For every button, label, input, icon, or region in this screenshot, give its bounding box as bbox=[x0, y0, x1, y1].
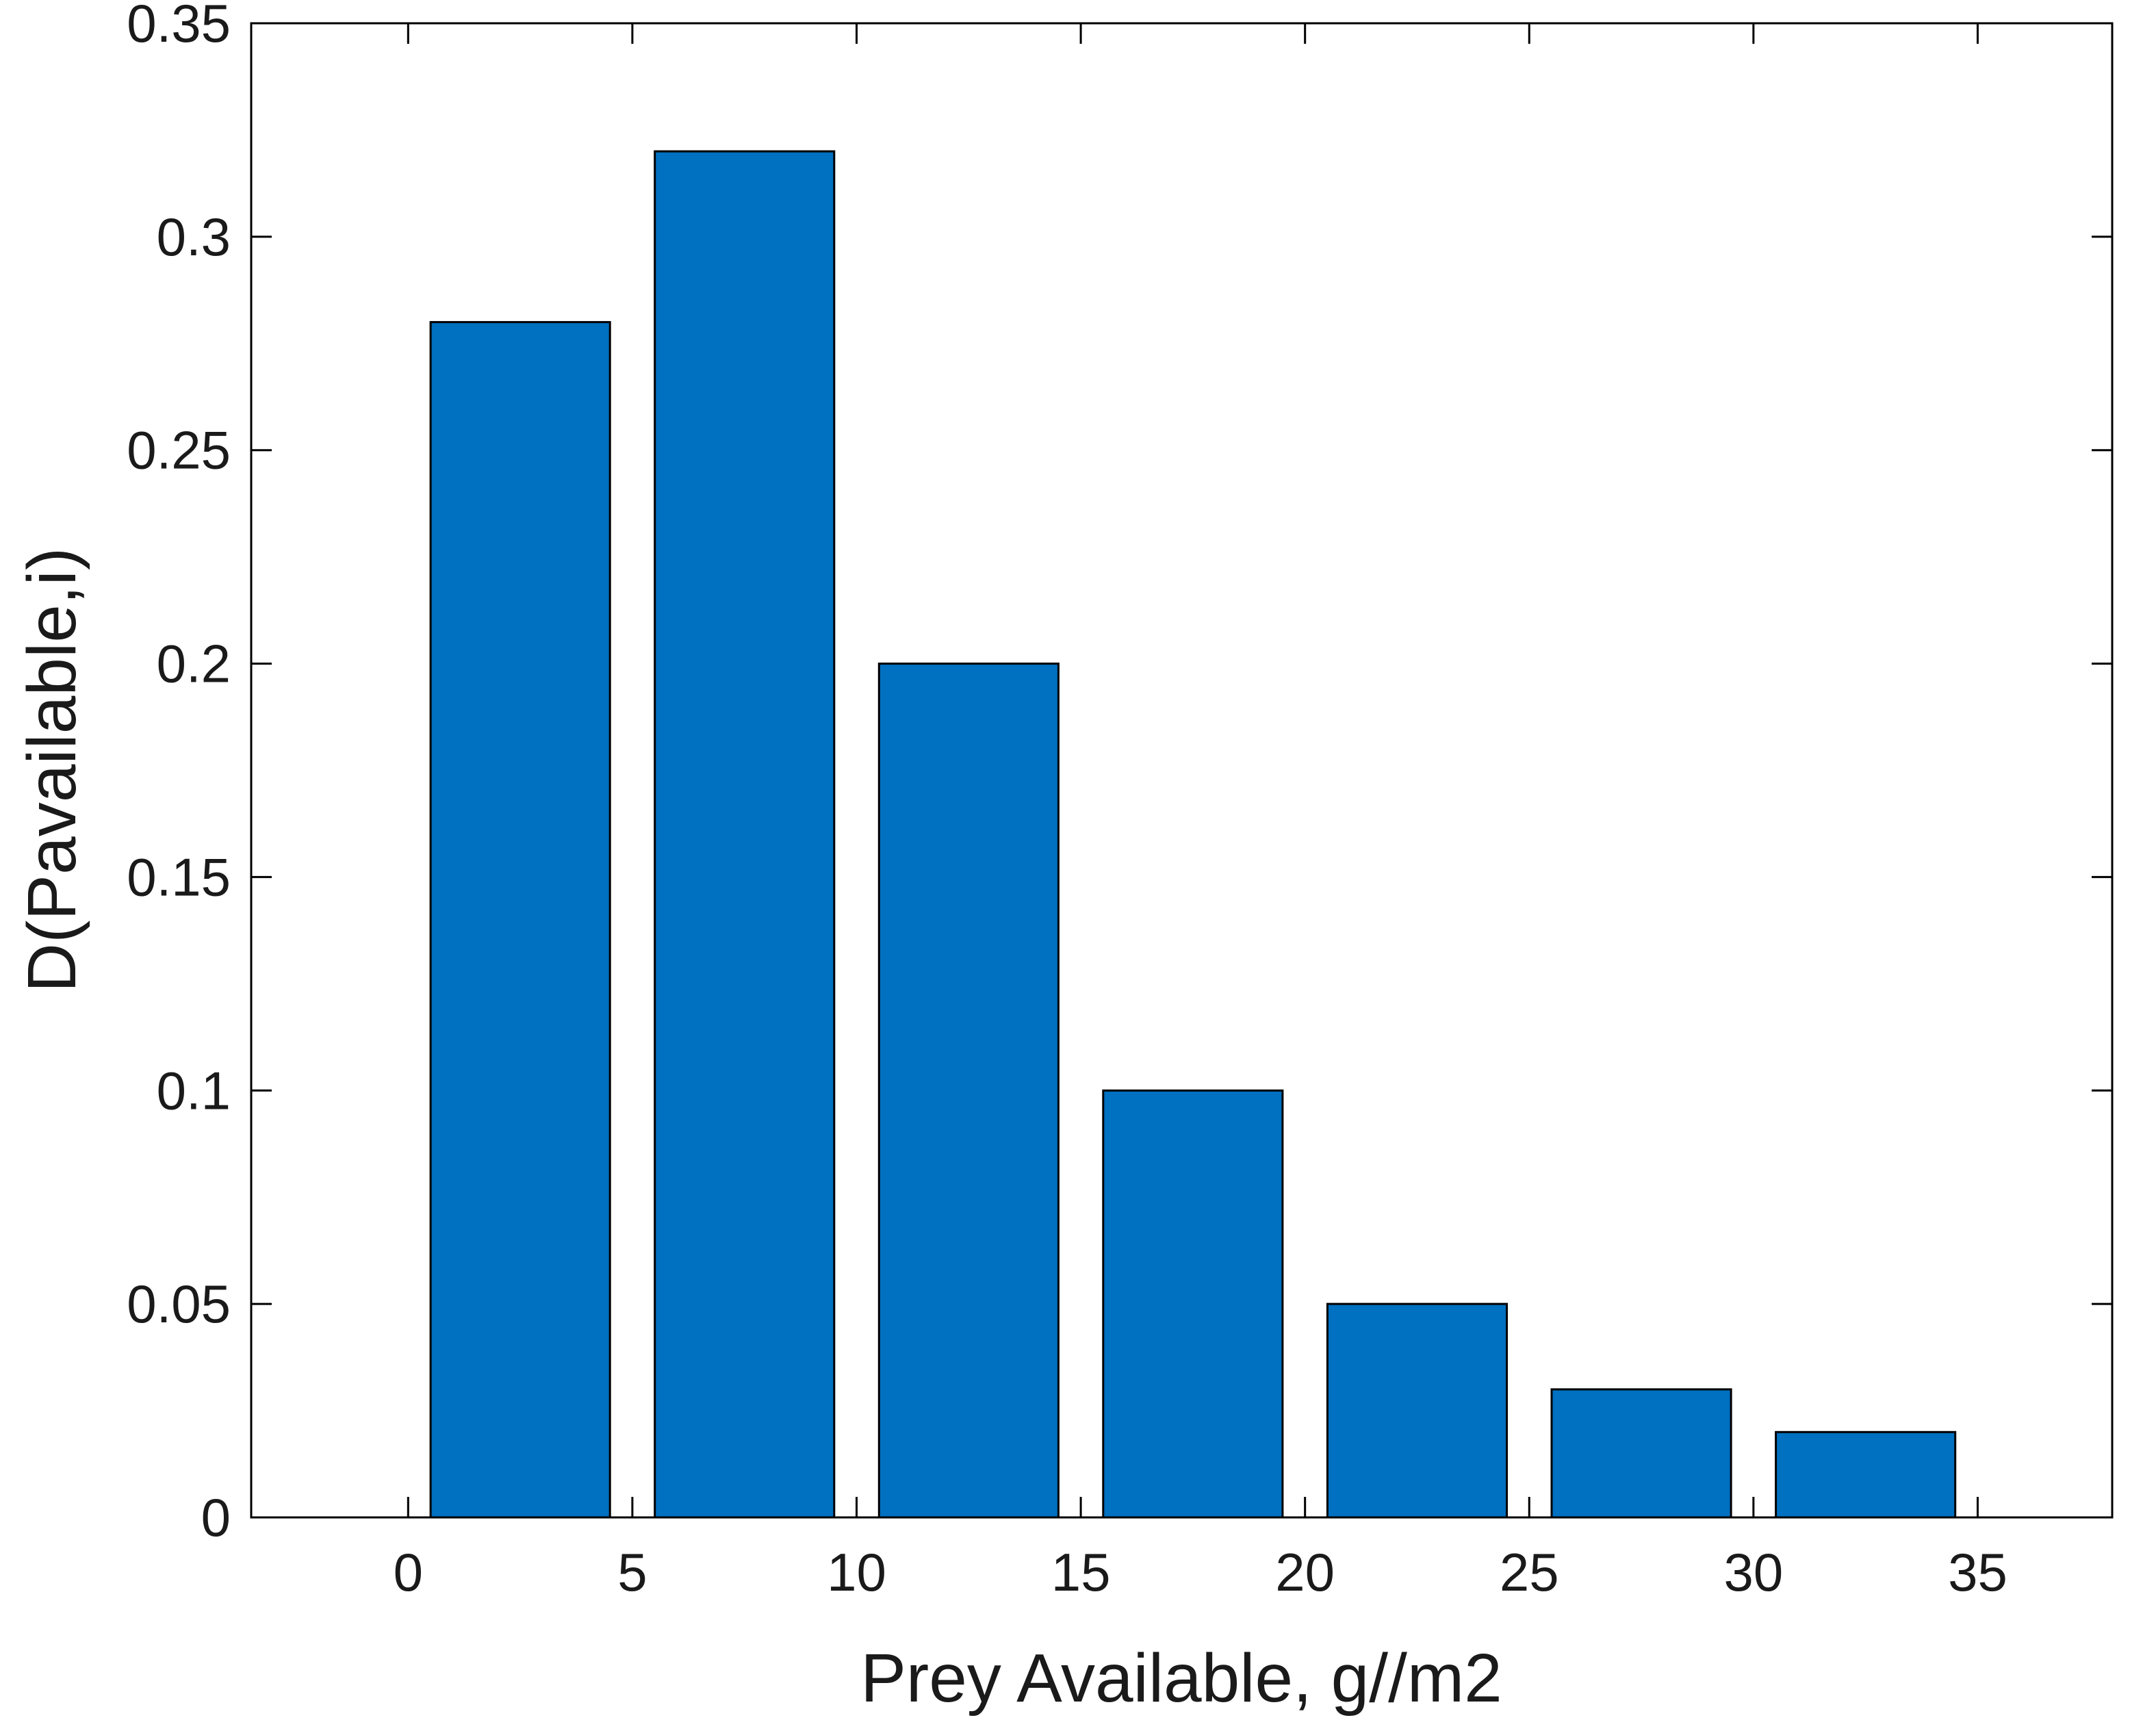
bar-6 bbox=[1775, 1430, 1957, 1519]
bar-4 bbox=[1326, 1302, 1509, 1519]
bar-3 bbox=[1102, 1089, 1284, 1519]
x-tick-label-1: 5 bbox=[617, 1542, 647, 1602]
y-axis-title: D(Pavailable,i) bbox=[14, 548, 90, 992]
x-tick-label-0: 0 bbox=[394, 1542, 423, 1602]
y-tick-label-7: 0.35 bbox=[127, 0, 231, 53]
x-tick-label-4: 20 bbox=[1275, 1542, 1335, 1602]
x-axis-title: Prey Available, g//m2 bbox=[860, 1640, 1502, 1717]
y-tick-label-6: 0.3 bbox=[157, 207, 231, 267]
bar-5 bbox=[1550, 1388, 1732, 1519]
bar-2 bbox=[877, 663, 1060, 1519]
x-tick-label-5: 25 bbox=[1500, 1542, 1559, 1602]
y-tick-label-0: 0 bbox=[201, 1487, 231, 1548]
bar-0 bbox=[429, 321, 611, 1519]
y-tick-label-5: 0.25 bbox=[127, 420, 231, 480]
y-tick-label-3: 0.15 bbox=[127, 847, 231, 907]
y-tick-label-2: 0.1 bbox=[157, 1060, 231, 1120]
bars-layer bbox=[429, 150, 1957, 1519]
x-tick-label-2: 10 bbox=[827, 1542, 886, 1602]
x-tick-label-7: 35 bbox=[1948, 1542, 2007, 1602]
y-tick-label-4: 0.2 bbox=[157, 634, 231, 694]
bar-1 bbox=[654, 150, 836, 1519]
x-tick-label-6: 30 bbox=[1723, 1542, 1783, 1602]
x-tick-label-3: 15 bbox=[1051, 1542, 1111, 1602]
y-tick-label-1: 0.05 bbox=[127, 1274, 231, 1334]
tick-labels-layer: 0 5 10 15 20 25 30 35 0 0.05 0.1 0.15 0.2 0.25 0.3 0.35 bbox=[127, 0, 2007, 1602]
axes-frame bbox=[250, 22, 2114, 1519]
